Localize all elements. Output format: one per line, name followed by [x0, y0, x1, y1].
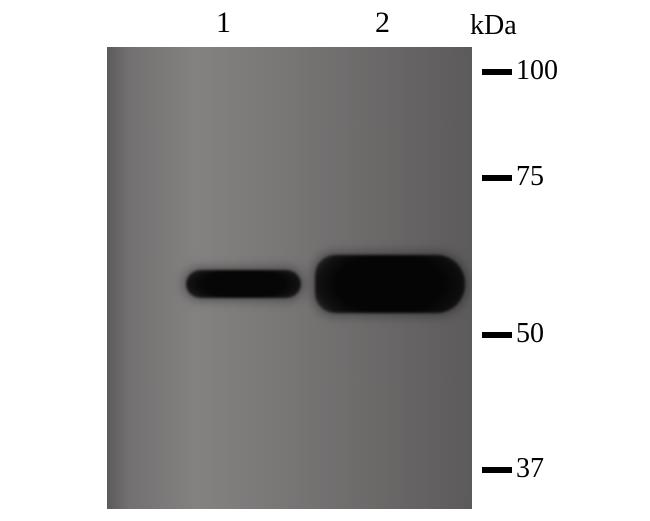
- marker-label-100: 100: [516, 55, 558, 87]
- unit-label-kda: kDa: [470, 10, 517, 42]
- marker-label-75: 75: [516, 161, 544, 193]
- marker-tick-100: [482, 69, 512, 75]
- band-lane-1: [186, 270, 301, 298]
- marker-label-50: 50: [516, 318, 544, 350]
- marker-tick-37: [482, 467, 512, 473]
- lane-1-label: 1: [216, 6, 231, 40]
- band-lane-2: [315, 255, 465, 313]
- western-blot-figure: { "lanes": { "lane1": { "label": "1", "x…: [0, 0, 650, 521]
- marker-tick-50: [482, 332, 512, 338]
- blot-membrane: [107, 47, 472, 509]
- marker-tick-75: [482, 175, 512, 181]
- marker-label-37: 37: [516, 453, 544, 485]
- lane-2-label: 2: [375, 6, 390, 40]
